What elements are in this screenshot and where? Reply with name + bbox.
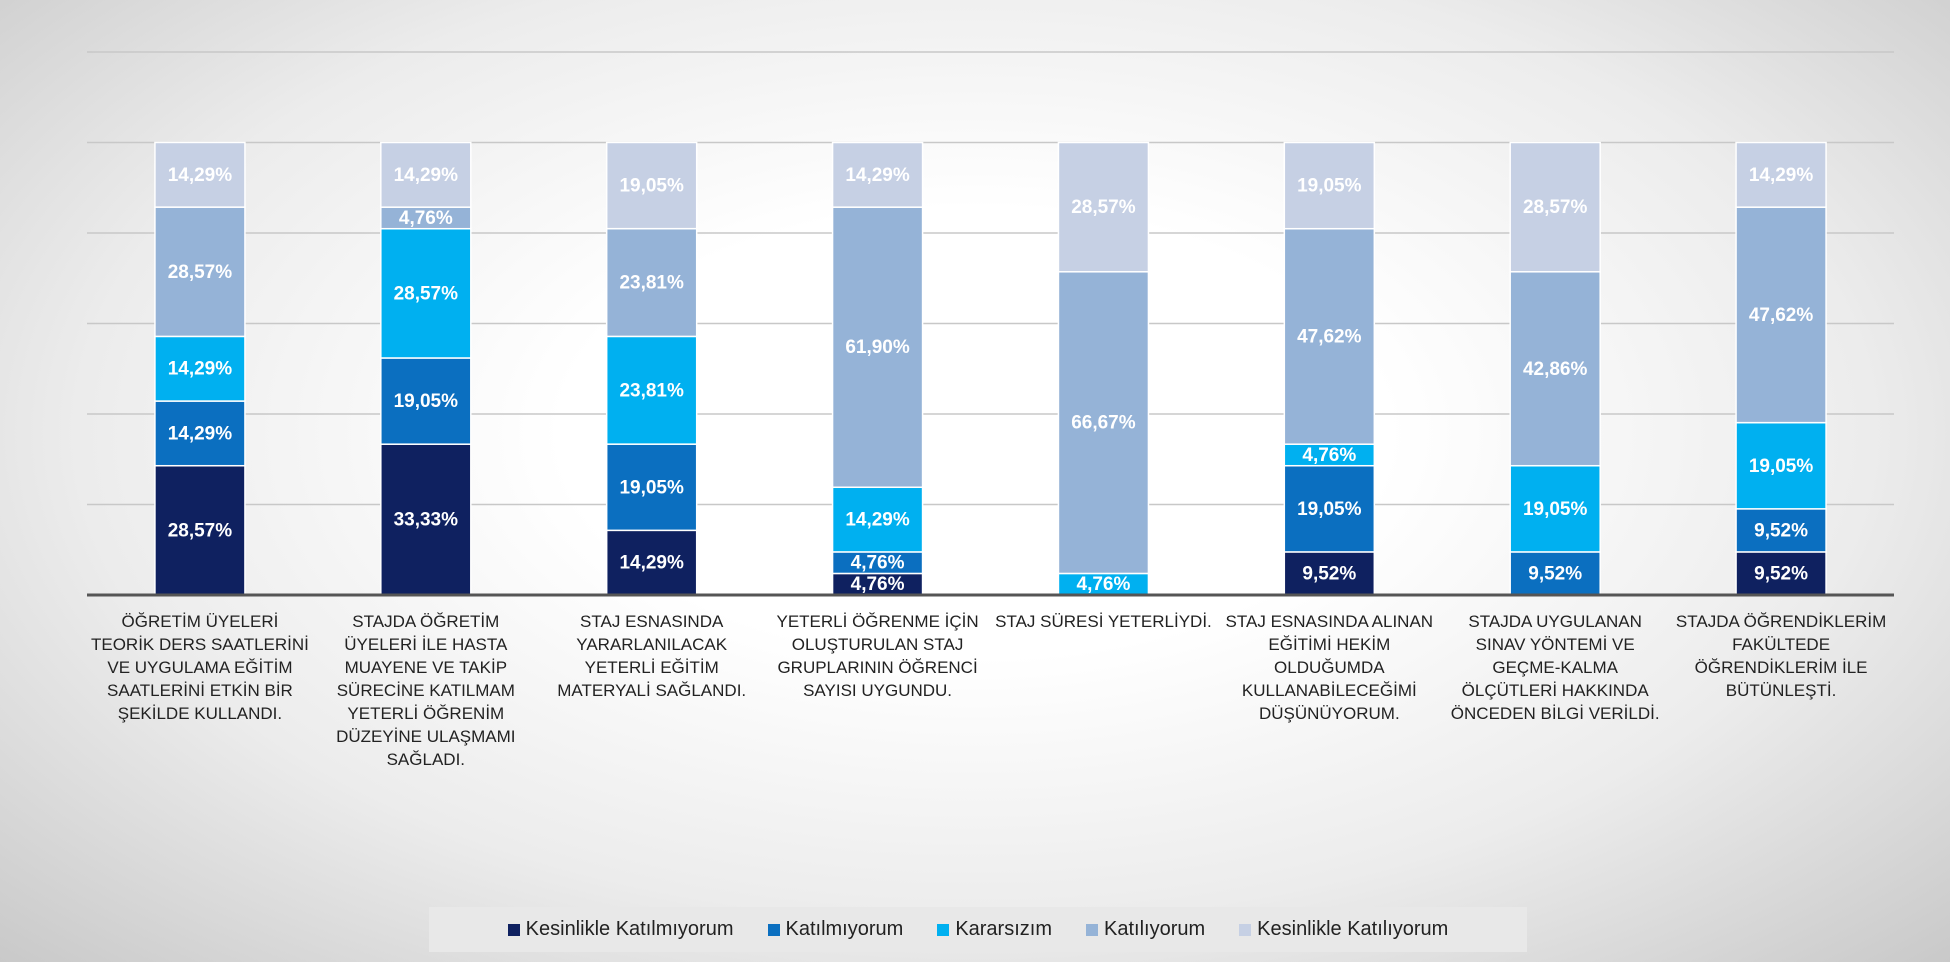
data-label: 9,52% xyxy=(1754,563,1808,584)
data-label: 9,52% xyxy=(1302,563,1356,584)
data-label: 66,67% xyxy=(1071,413,1136,434)
data-label: 19,05% xyxy=(1297,176,1362,197)
x-tick-label: STAJ SÜRESİ YETERLİYDİ. xyxy=(995,612,1212,631)
data-label: 19,05% xyxy=(619,176,684,197)
data-label: 28,57% xyxy=(168,262,233,283)
bar-segment xyxy=(1735,421,1827,510)
data-label: 14,29% xyxy=(168,165,233,186)
x-tick-label: ÖĞRETİM ÜYELERİ TEORİK DERS SAATLERİNİ V… xyxy=(90,612,309,723)
data-label: 28,57% xyxy=(394,283,459,304)
bar-segment xyxy=(1283,551,1376,596)
data-label: 19,05% xyxy=(619,477,684,498)
bar-segment xyxy=(154,335,246,402)
data-label: 47,62% xyxy=(1749,305,1814,326)
legend-item: Katılıyorum xyxy=(1086,918,1205,941)
data-label: 4,76% xyxy=(1302,445,1356,466)
data-label: 19,05% xyxy=(1297,499,1362,520)
bar-segment xyxy=(605,141,698,230)
bar-segment xyxy=(1509,464,1601,553)
data-label: 14,29% xyxy=(168,423,233,444)
x-tick-label: STAJ ESNASINDA ALINAN EĞİTİMİ HEKİM OLDU… xyxy=(1225,612,1434,723)
legend-label: Kesinlikle Katılmıyorum xyxy=(525,918,734,940)
bar-segment xyxy=(380,227,472,359)
legend-swatch xyxy=(937,923,950,936)
data-label: 14,29% xyxy=(1749,165,1814,186)
legend-label: Kesinlikle Katılıyorum xyxy=(1257,918,1449,940)
bar-segment xyxy=(1283,141,1376,230)
bar-segment xyxy=(1735,141,1827,208)
bar-segment xyxy=(605,335,698,445)
x-tick-label: YETERLİ ÖĞRENME İÇİN OLUŞTURULAN STAJ GR… xyxy=(776,612,979,700)
data-label: 61,90% xyxy=(845,337,910,358)
bar-segment xyxy=(831,486,924,553)
legend-item: Kesinlikle Katılıyorum xyxy=(1239,918,1448,941)
bar-segment xyxy=(154,141,246,208)
legend-swatch xyxy=(1239,923,1252,936)
data-label: 28,57% xyxy=(1071,197,1136,218)
data-label: 19,05% xyxy=(1523,499,1588,520)
bar-segment xyxy=(1057,141,1150,273)
data-label: 4,76% xyxy=(851,574,905,595)
legend-item: Katılmıyorum xyxy=(767,918,904,941)
legend-label: Katılıyorum xyxy=(1104,918,1206,940)
legend-swatch xyxy=(507,923,520,936)
legend-label: Kararsızım xyxy=(955,918,1052,940)
bar-segment xyxy=(1735,551,1827,596)
x-tick-label: STAJDA UYGULANAN SINAV YÖNTEMİ VE GEÇME-… xyxy=(1450,612,1660,723)
x-tick-label: STAJDA ÖĞRENDİKLERİM FAKÜLTEDE ÖĞRENDİKL… xyxy=(1675,612,1887,700)
data-label: 4,76% xyxy=(851,553,905,574)
bar-segment xyxy=(605,227,698,338)
bar-segment xyxy=(831,206,924,489)
bar-segment xyxy=(380,443,472,596)
data-label: 47,62% xyxy=(1297,326,1362,347)
bar-segment xyxy=(154,400,246,467)
data-label: 28,57% xyxy=(168,520,233,541)
data-label: 19,05% xyxy=(1749,456,1814,477)
bar-segment xyxy=(154,206,246,338)
data-label: 4,76% xyxy=(399,208,453,229)
bar-segment xyxy=(1509,271,1601,467)
legend-item: Kesinlikle Katılmıyorum xyxy=(507,918,734,941)
bar-segment xyxy=(605,443,698,532)
data-label: 14,29% xyxy=(394,165,459,186)
legend: Kesinlikle Katılmıyorum Katılmıyorum Karar… xyxy=(429,907,1527,952)
data-label: 14,29% xyxy=(619,553,684,574)
data-label: 4,76% xyxy=(1077,574,1131,595)
bar-segment xyxy=(605,529,698,596)
data-label: 23,81% xyxy=(619,273,684,294)
data-label: 9,52% xyxy=(1754,520,1808,541)
data-label: 28,57% xyxy=(1523,197,1588,218)
data-label: 14,29% xyxy=(168,359,233,380)
data-label: 9,52% xyxy=(1528,563,1582,584)
data-label: 33,33% xyxy=(394,510,459,531)
bar-segment xyxy=(1283,227,1376,445)
data-label: 19,05% xyxy=(394,391,459,412)
legend-label: Katılmıyorum xyxy=(785,918,904,940)
data-label: 14,29% xyxy=(845,510,910,531)
bar-segment xyxy=(1057,271,1150,575)
data-label: 14,29% xyxy=(845,165,910,186)
data-label: 42,86% xyxy=(1523,359,1588,380)
data-label: 23,81% xyxy=(619,380,684,401)
x-tick-label: STAJ ESNASINDA YARARLANILACAK YETERLİ EĞ… xyxy=(557,612,747,700)
bar-segment xyxy=(831,141,924,208)
bar-segment xyxy=(380,357,472,445)
bar-segment xyxy=(1509,141,1601,273)
bar-segment xyxy=(380,141,472,208)
bar-segment xyxy=(1509,551,1601,596)
legend-swatch xyxy=(767,923,780,936)
bar-segment xyxy=(1735,206,1827,424)
legend-swatch xyxy=(1086,923,1098,936)
legend-item: Kararsızım xyxy=(937,918,1052,941)
x-tick-label: STAJDA ÖĞRETİM ÜYELERİ İLE HASTA MUAYENE… xyxy=(336,612,516,769)
